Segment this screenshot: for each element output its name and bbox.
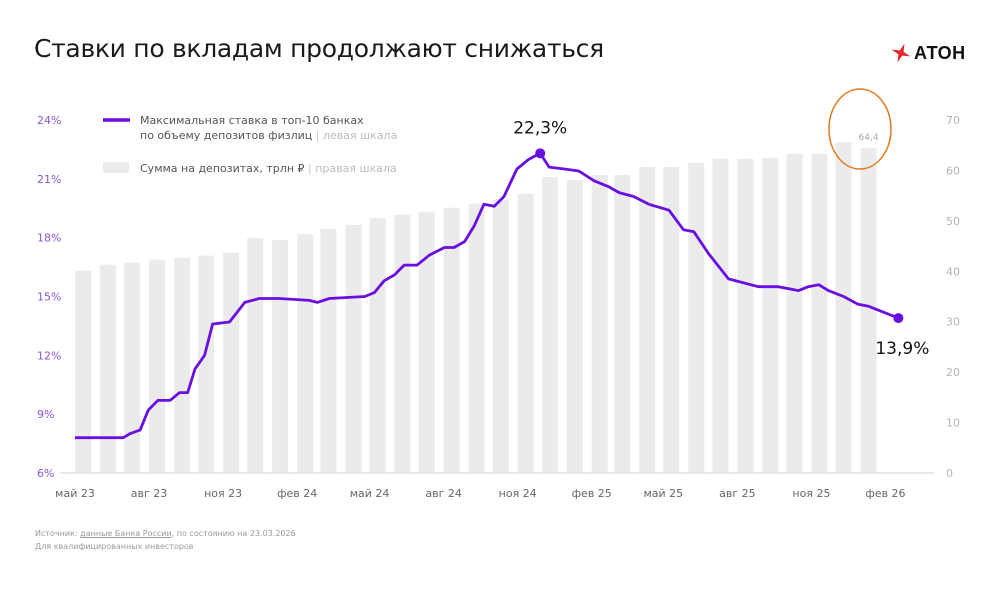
x-tick-label: ноя 24 — [499, 487, 537, 500]
bars-layer: 64,4 — [75, 133, 879, 474]
svg-text:по объему депозитов физлиц | л: по объему депозитов физлиц | левая шкала — [140, 129, 397, 142]
x-tick-label: ноя 23 — [204, 487, 242, 500]
logo-text: АТОН — [914, 42, 966, 63]
deposit-bar — [223, 252, 240, 473]
legend-bar-label: Сумма на депозитах, трлн ₽ — [140, 162, 305, 175]
annotation-dot — [535, 148, 546, 159]
deposit-bar — [860, 148, 877, 474]
deposit-bar — [369, 217, 386, 473]
deposit-bar — [468, 203, 485, 473]
deposit-bar — [541, 176, 558, 473]
right-tick-label: 40 — [946, 265, 960, 278]
annotation-label: 22,3% — [513, 118, 567, 138]
deposit-bar — [394, 214, 411, 473]
deposit-bar — [272, 240, 289, 473]
x-tick-label: авг 23 — [131, 487, 168, 500]
source-suffix: , по состоянию на 23.03.2026 — [171, 529, 296, 538]
highlight-circle — [828, 88, 892, 170]
deposit-bar — [320, 228, 337, 473]
deposit-bar — [297, 233, 314, 473]
annotation-label: 13,9% — [875, 339, 929, 359]
deposit-bar — [737, 158, 754, 473]
annotations: 22,3% 13,9% — [513, 118, 929, 359]
aton-logo: АТОН — [890, 42, 966, 64]
deposit-bar — [247, 238, 264, 473]
right-tick-label: 70 — [946, 114, 960, 127]
x-tick-label: фев 25 — [572, 487, 612, 500]
deposit-bar — [811, 153, 828, 473]
right-tick-label: 50 — [946, 215, 960, 228]
deposit-bar — [688, 162, 705, 473]
x-axis: май 23 авг 23 ноя 23 фев 24 май 24 авг 24 ноя … — [55, 487, 905, 500]
x-tick-label: фев 24 — [277, 487, 317, 500]
left-tick-label: 24% — [37, 114, 61, 127]
legend-bar-swatch — [103, 162, 129, 173]
source-note: Источник: данные Банка России, по состоя… — [35, 529, 296, 538]
left-tick-label: 6% — [37, 467, 54, 480]
x-tick-label: май 24 — [350, 487, 390, 500]
deposit-bar — [591, 174, 608, 473]
x-tick-label: ноя 25 — [792, 487, 830, 500]
deposit-bar — [517, 193, 534, 473]
deposit-bar — [786, 153, 803, 473]
left-tick-label: 12% — [37, 349, 61, 362]
deposit-bar — [443, 207, 460, 473]
deposit-bar — [762, 157, 779, 474]
legend-line-scale: левая шкала — [323, 129, 397, 142]
aton-star-icon — [891, 43, 911, 63]
right-axis: 0 10 20 30 40 50 60 70 — [946, 114, 960, 480]
source-prefix: Источник: — [35, 529, 81, 538]
deposit-bar — [418, 211, 435, 473]
deposit-bar — [614, 174, 631, 473]
deposit-bar — [835, 142, 852, 473]
deposit-bar — [712, 158, 729, 473]
right-tick-label: 20 — [946, 366, 960, 379]
page-title: Ставки по вкладам продолжают снижаться — [34, 34, 604, 63]
deposit-bar — [99, 264, 116, 473]
right-tick-label: 10 — [946, 417, 960, 430]
left-tick-label: 9% — [37, 408, 54, 421]
x-tick-label: май 23 — [55, 487, 95, 500]
deposit-bar — [173, 257, 190, 473]
deposit-bar — [75, 270, 91, 473]
deposit-bar — [639, 166, 656, 474]
left-tick-label: 21% — [37, 173, 61, 186]
bar-value-label: 64,4 — [859, 133, 879, 143]
right-tick-label: 30 — [946, 316, 960, 329]
deposit-bar — [198, 255, 215, 473]
disclaimer: Для квалифицированных инвесторов — [35, 542, 194, 551]
source-link[interactable]: данные Банка России — [80, 529, 172, 538]
rate-line — [75, 151, 899, 440]
right-tick-label: 60 — [946, 164, 960, 177]
x-tick-label: фев 26 — [865, 487, 905, 500]
svg-text:Сумма на депозитах, трлн ₽ | п: Сумма на депозитах, трлн ₽ | правая шкал… — [140, 162, 397, 175]
deposit-bar — [566, 180, 583, 473]
legend-line-label-1: Максимальная ставка в топ-10 банках — [140, 114, 364, 127]
left-axis: 6% 9% 12% 15% 18% 21% 24% — [37, 114, 61, 480]
legend-bar-scale: правая шкала — [315, 162, 396, 175]
deposit-bar — [663, 166, 680, 474]
deposit-bar — [345, 224, 362, 473]
deposit-bar — [124, 262, 141, 473]
right-tick-label: 0 — [946, 467, 953, 480]
left-tick-label: 18% — [37, 232, 61, 245]
deposit-bar — [492, 199, 509, 474]
annotation-dot — [893, 313, 904, 324]
x-tick-label: авг 25 — [719, 487, 756, 500]
left-tick-label: 15% — [37, 291, 61, 304]
x-tick-label: май 25 — [644, 487, 684, 500]
legend: Максимальная ставка в топ-10 банках по о… — [103, 114, 397, 175]
deposit-bar — [149, 259, 166, 473]
x-tick-label: авг 24 — [425, 487, 462, 500]
legend-line-label-2: по объему депозитов физлиц — [140, 129, 312, 142]
